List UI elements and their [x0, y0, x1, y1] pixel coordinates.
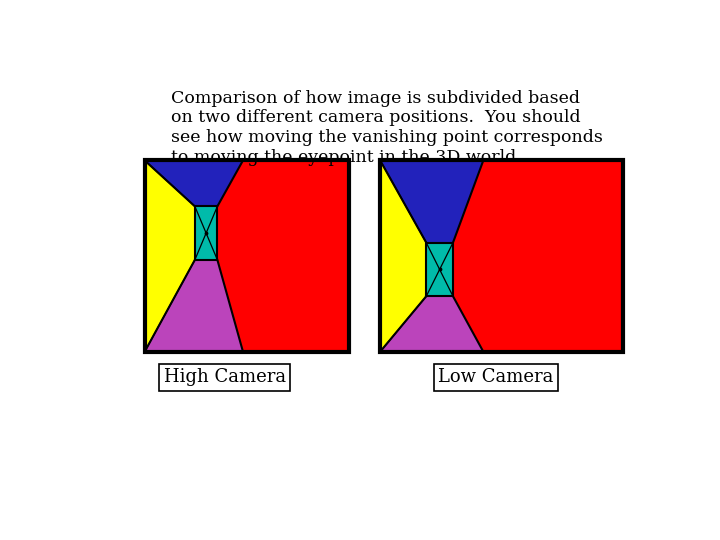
Bar: [195, 206, 217, 260]
Bar: [426, 242, 453, 296]
Bar: [380, 160, 623, 352]
Polygon shape: [380, 296, 483, 352]
Bar: [145, 160, 349, 352]
Bar: [380, 160, 623, 352]
Bar: [145, 160, 349, 352]
Text: High Camera: High Camera: [163, 368, 286, 386]
Polygon shape: [145, 160, 243, 206]
Text: Low Camera: Low Camera: [438, 368, 554, 386]
Text: Comparison of how image is subdivided based
on two different camera positions.  : Comparison of how image is subdivided ba…: [171, 90, 603, 166]
Polygon shape: [380, 160, 483, 242]
Polygon shape: [380, 160, 426, 352]
Polygon shape: [145, 260, 243, 352]
Polygon shape: [145, 160, 195, 352]
